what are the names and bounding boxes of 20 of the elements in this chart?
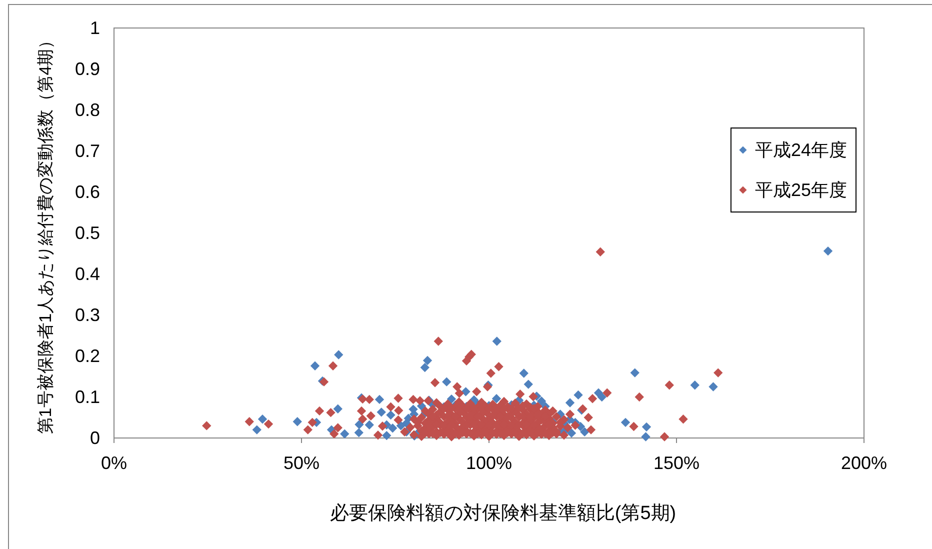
legend-label: 平成25年度 xyxy=(754,180,847,200)
x-tick-label: 50% xyxy=(283,452,320,473)
y-tick-label: 0.5 xyxy=(74,222,100,243)
y-tick-label: 0.3 xyxy=(74,304,100,325)
y-tick-label: 0.2 xyxy=(74,346,100,366)
y-tick-label: 0.1 xyxy=(74,386,100,407)
y-tick-label: 0 xyxy=(90,428,100,448)
legend-label: 平成24年度 xyxy=(754,140,847,160)
y-tick-label: 0.4 xyxy=(74,264,100,284)
x-tick-label: 100% xyxy=(466,452,512,473)
y-tick-label: 0.9 xyxy=(74,58,100,79)
x-tick-label: 200% xyxy=(840,452,888,473)
y-tick-label: 1 xyxy=(90,18,100,38)
y-tick-label: 0.8 xyxy=(74,100,100,120)
x-tick-label: 150% xyxy=(653,452,700,473)
x-axis-title: 必要保険料額の対保険料基準額比(第5期) xyxy=(330,502,676,524)
y-tick-label: 0.7 xyxy=(74,140,100,161)
y-tick-label: 0.6 xyxy=(74,182,100,202)
x-tick-label: 0% xyxy=(100,452,128,473)
y-axis-title: 第1号被保険者1人あたり給付費の変動係数（第4期） xyxy=(36,32,54,434)
